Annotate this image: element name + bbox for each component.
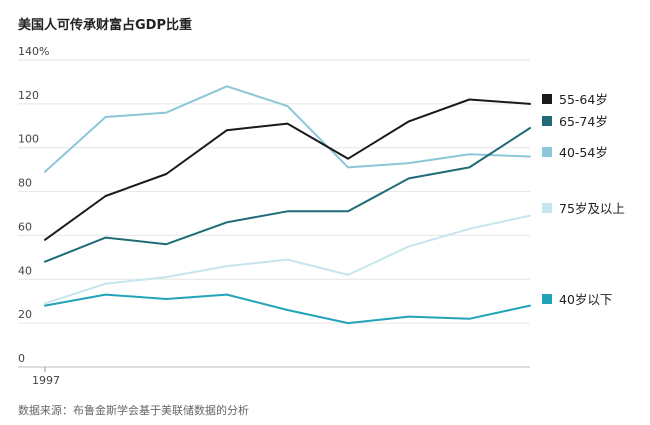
y-tick-label: 100 (18, 133, 39, 146)
source-note: 数据来源：布鲁金斯学会基于美联储数据的分析 (18, 404, 249, 417)
legend-label: 65-74岁 (559, 114, 608, 129)
x-axis: 1997 (32, 367, 60, 387)
legend-label: 75岁及以上 (559, 201, 625, 216)
y-tick-label: 40 (18, 264, 32, 277)
y-tick-label: 20 (18, 308, 32, 321)
y-tick-label: 0 (18, 352, 25, 365)
series-line (44, 85, 531, 173)
y-tick-label: 120 (18, 89, 39, 102)
series-line (44, 127, 531, 263)
x-tick-label: 1997 (32, 374, 60, 387)
series-lines (44, 85, 531, 325)
y-tick-label: 140% (18, 45, 49, 58)
legend-label: 40-54岁 (559, 145, 608, 160)
chart-title: 美国人可传承财富占GDP比重 (18, 18, 192, 33)
series-line (44, 293, 531, 325)
legend-label: 55-64岁 (559, 92, 608, 107)
legend-swatch (542, 94, 552, 104)
legend-swatch (542, 294, 552, 304)
y-tick-label: 60 (18, 220, 32, 233)
series-line (44, 98, 531, 241)
legend-label: 40岁以下 (559, 292, 612, 307)
legend: 55-64岁 65-74岁 40-54岁 75岁及以上 40岁以下 (542, 92, 625, 307)
legend-swatch (542, 203, 552, 213)
y-tick-label: 80 (18, 177, 32, 190)
legend-swatch (542, 116, 552, 126)
series-line (44, 214, 531, 305)
y-axis-tick-labels: 0 20 40 60 80 100 120 140% (18, 45, 49, 365)
legend-swatch (542, 147, 552, 157)
